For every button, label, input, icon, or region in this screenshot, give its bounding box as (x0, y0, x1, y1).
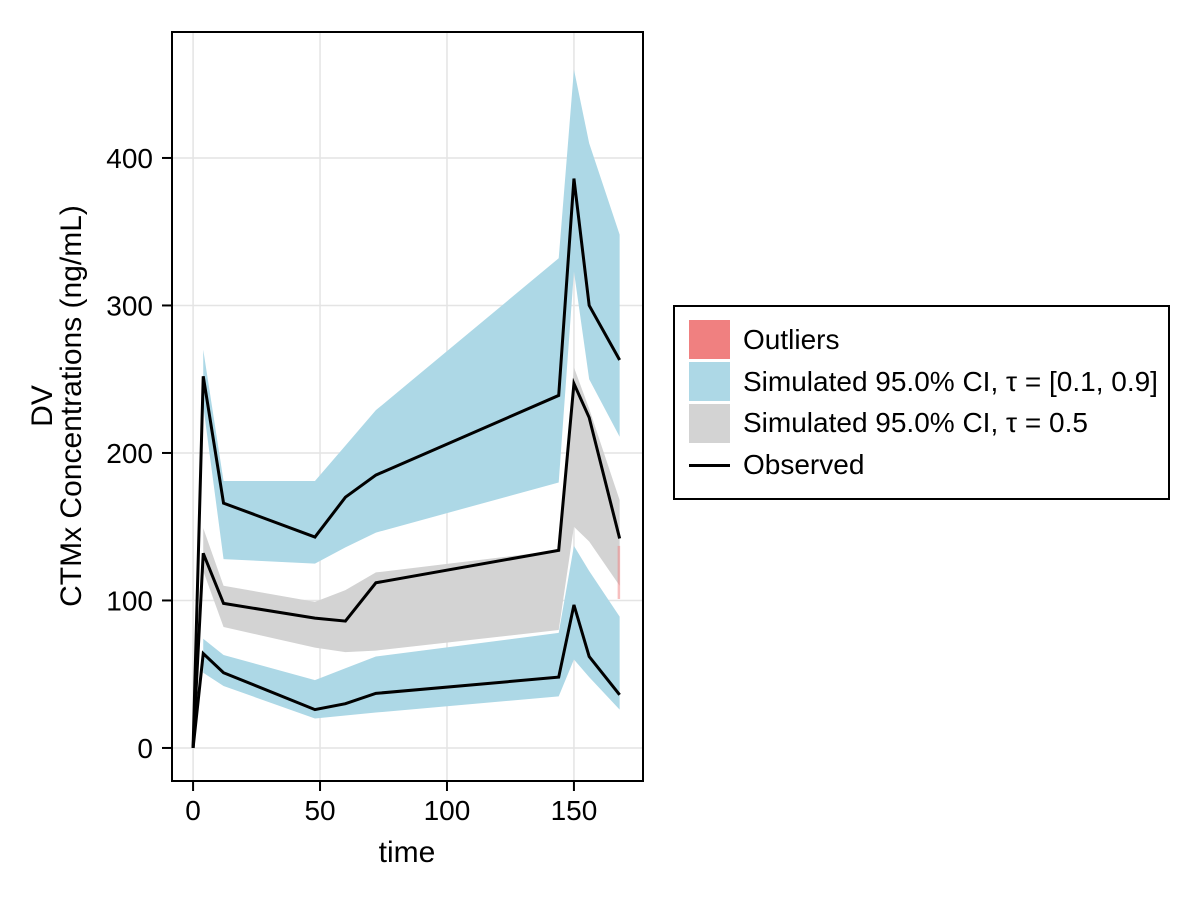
legend: Outliers Simulated 95.0% CI, τ = [0.1, 0… (673, 305, 1170, 500)
legend-item-sim-ci-outer: Simulated 95.0% CI, τ = [0.1, 0.9] (675, 361, 1168, 403)
y-axis-title-line1: DV (26, 385, 59, 427)
band-sim_ci_tau_0.9 (203, 69, 620, 564)
line-observed_p10 (191, 604, 621, 749)
legend-item-sim-ci-median: Simulated 95.0% CI, τ = 0.5 (675, 403, 1168, 445)
y-tick-label: 300 (106, 290, 153, 321)
legend-label-outliers: Outliers (743, 323, 840, 355)
legend-item-outliers: Outliers (675, 319, 1168, 361)
x-tick-label: 50 (304, 795, 335, 826)
axis-ticks (162, 156, 575, 791)
ci-bands (203, 69, 620, 719)
line-observed_p90 (191, 178, 621, 749)
legend-label-sim-ci-median: Simulated 95.0% CI, τ = 0.5 (743, 407, 1088, 439)
observed-lines (191, 178, 622, 749)
y-tick-label: 0 (137, 733, 153, 764)
legend-label-sim-ci-outer: Simulated 95.0% CI, τ = [0.1, 0.9] (743, 365, 1158, 397)
legend-item-observed: Observed (675, 444, 1168, 486)
sim-ci-outer-swatch-icon (689, 362, 730, 402)
sim-ci-median-swatch-icon (689, 403, 730, 443)
y-tick-label: 400 (106, 143, 153, 174)
y-tick-label: 200 (106, 438, 153, 469)
legend-label-observed: Observed (743, 449, 865, 481)
x-tick-label: 150 (551, 795, 598, 826)
band-sim_ci_tau_0.5 (203, 367, 620, 653)
y-axis-title-line2: CTMx Concentrations (ng/mL) (55, 205, 88, 607)
outliers-swatch-icon (689, 320, 730, 360)
panel-border (171, 31, 644, 782)
x-axis-title: time (379, 836, 436, 869)
observed-line-swatch-icon (689, 463, 730, 467)
x-tick-label: 0 (185, 795, 201, 826)
y-tick-label: 100 (106, 585, 153, 616)
x-tick-label: 100 (424, 795, 471, 826)
band-sim_ci_tau_0.1 (203, 545, 620, 719)
line-observed_p50 (191, 377, 622, 749)
tick-labels: 0 50 100 150 0 100 200 300 400 (106, 143, 597, 826)
